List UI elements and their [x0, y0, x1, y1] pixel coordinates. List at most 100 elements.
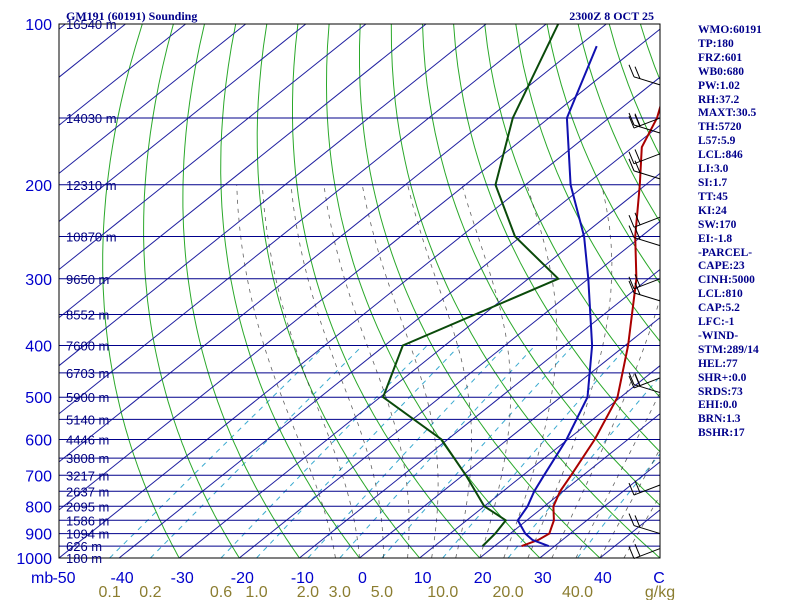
index-item: TH:5720 [698, 121, 742, 134]
wind-barb-shaft [633, 484, 661, 496]
wind-barb-feather [628, 375, 635, 389]
height-label: 10870 m [66, 229, 117, 244]
pressure-tick-label: 200 [25, 178, 52, 195]
isotherm [59, 24, 427, 319]
wind-barb [628, 280, 661, 302]
isotherm [59, 24, 307, 223]
height-label: 180 m [66, 551, 102, 566]
isotherm [59, 24, 607, 463]
moist-adiabat [599, 448, 660, 558]
height-label: 7600 m [66, 339, 109, 354]
moist-adiabat [503, 184, 558, 558]
index-item: -PARCEL- [698, 246, 753, 259]
index-item: KI:24 [698, 204, 727, 217]
isotherm [59, 76, 660, 558]
mixing-ratio-line [150, 345, 364, 558]
temperature-tick-label: -20 [231, 570, 254, 587]
index-item: L57:5.9 [698, 135, 736, 148]
height-label: 1586 m [66, 513, 109, 528]
wind-barb-feather [634, 149, 641, 162]
wind-barb-feather [628, 64, 635, 78]
wind-barb-shaft [633, 237, 661, 247]
temperature-tick-label: -30 [171, 570, 194, 587]
mixing-ratio-label: 10.0 [427, 584, 458, 600]
wind-barb-feather [634, 480, 641, 493]
mixing-ratio-label: 20.0 [493, 584, 524, 600]
pressure-tick-label: 800 [25, 499, 52, 516]
dry-adiabat [390, 24, 660, 558]
mixing-ratio-label: 1.0 [245, 584, 267, 600]
index-item: BSHR:17 [698, 427, 745, 440]
wind-barb-feather [628, 546, 635, 559]
moist-adiabat [551, 297, 660, 558]
wind-barb-feather [634, 282, 641, 295]
mixing-ratio-line [381, 345, 574, 558]
index-item: TT:45 [698, 190, 728, 203]
wind-barbs [628, 64, 661, 559]
wind-barb-shaft [633, 170, 661, 180]
height-label: 5140 m [66, 412, 109, 427]
dry-adiabat [143, 24, 240, 558]
pressure-tick-label: 400 [25, 339, 52, 356]
index-item: LCL:810 [698, 288, 743, 301]
height-label: 3217 m [66, 468, 109, 483]
isotherm [118, 124, 660, 558]
wind-barb [628, 480, 661, 496]
wind-barb-shaft [633, 292, 661, 302]
wind-barb-feather [634, 227, 641, 240]
index-item: -WIND- [698, 329, 739, 342]
mixing-ratio-label: 0.1 [99, 584, 121, 600]
wind-barb-feather [634, 544, 641, 557]
temperature-trace [521, 104, 660, 548]
height-label: 12310 m [66, 178, 117, 193]
temperature-tick-label: 0 [358, 570, 367, 587]
wind-barb-shaft [633, 548, 661, 559]
temperature-tick-label: -10 [291, 570, 314, 587]
temperature-tick-label: 30 [534, 570, 552, 587]
wind-barb [628, 274, 661, 290]
wind-barb-feather [628, 372, 635, 385]
temperature-tick-label: 20 [474, 570, 492, 587]
dewpoint-trace [516, 45, 598, 548]
skew-t-grid [59, 24, 660, 558]
wind-barb [628, 513, 661, 535]
wind-barb-feather [628, 225, 635, 238]
moist-adiabat [623, 494, 660, 558]
isotherm [59, 24, 186, 126]
mixing-ratio-label: 0.2 [139, 584, 161, 600]
wind-barb [628, 372, 661, 394]
pressure-tick-label: 300 [25, 272, 52, 289]
wind-barb-feather [634, 212, 641, 226]
pressure-tick-label: 600 [25, 433, 52, 450]
index-item: SW:170 [698, 218, 737, 231]
wind-barb [628, 225, 661, 247]
index-item: WMO:60191 [698, 24, 762, 36]
wind-barb-feather [628, 151, 635, 164]
height-label: 8552 m [66, 308, 109, 323]
index-item: WB0:680 [698, 65, 744, 78]
plot-frame [58, 23, 661, 559]
indices-panel: WMO:60191 TP:180 FRZ:601 WB0:680 PW:1.02 RH:3… [698, 24, 798, 441]
mixing-ratio-label: 2.0 [297, 584, 319, 600]
wind-barb-feather [634, 374, 641, 387]
index-item: EHI:0.0 [698, 399, 738, 412]
isotherm [238, 220, 660, 558]
wind-barb-shaft [633, 124, 661, 134]
height-label: 14030 m [66, 111, 117, 126]
temperature-tick-label: -50 [52, 570, 75, 587]
isotherm [479, 413, 660, 558]
index-item: BRN:1.3 [698, 413, 741, 426]
index-item: CINH:5000 [698, 274, 755, 287]
wind-barb-feather [628, 112, 635, 126]
mixing-ratio-label: 0.6 [210, 584, 232, 600]
wind-barb-shaft [633, 216, 661, 228]
wind-barb-feather [628, 115, 635, 129]
wind-barb-feather [628, 158, 635, 172]
station-title: GM191 (60191) Sounding [66, 9, 197, 23]
wind-barb-feather [634, 160, 641, 173]
isotherm [419, 365, 660, 558]
wind-barb-feather [634, 515, 641, 528]
temperature-tick-label: 10 [414, 570, 432, 587]
pressure-tick-label: 1000 [16, 551, 52, 568]
height-label: 626 m [66, 539, 102, 554]
